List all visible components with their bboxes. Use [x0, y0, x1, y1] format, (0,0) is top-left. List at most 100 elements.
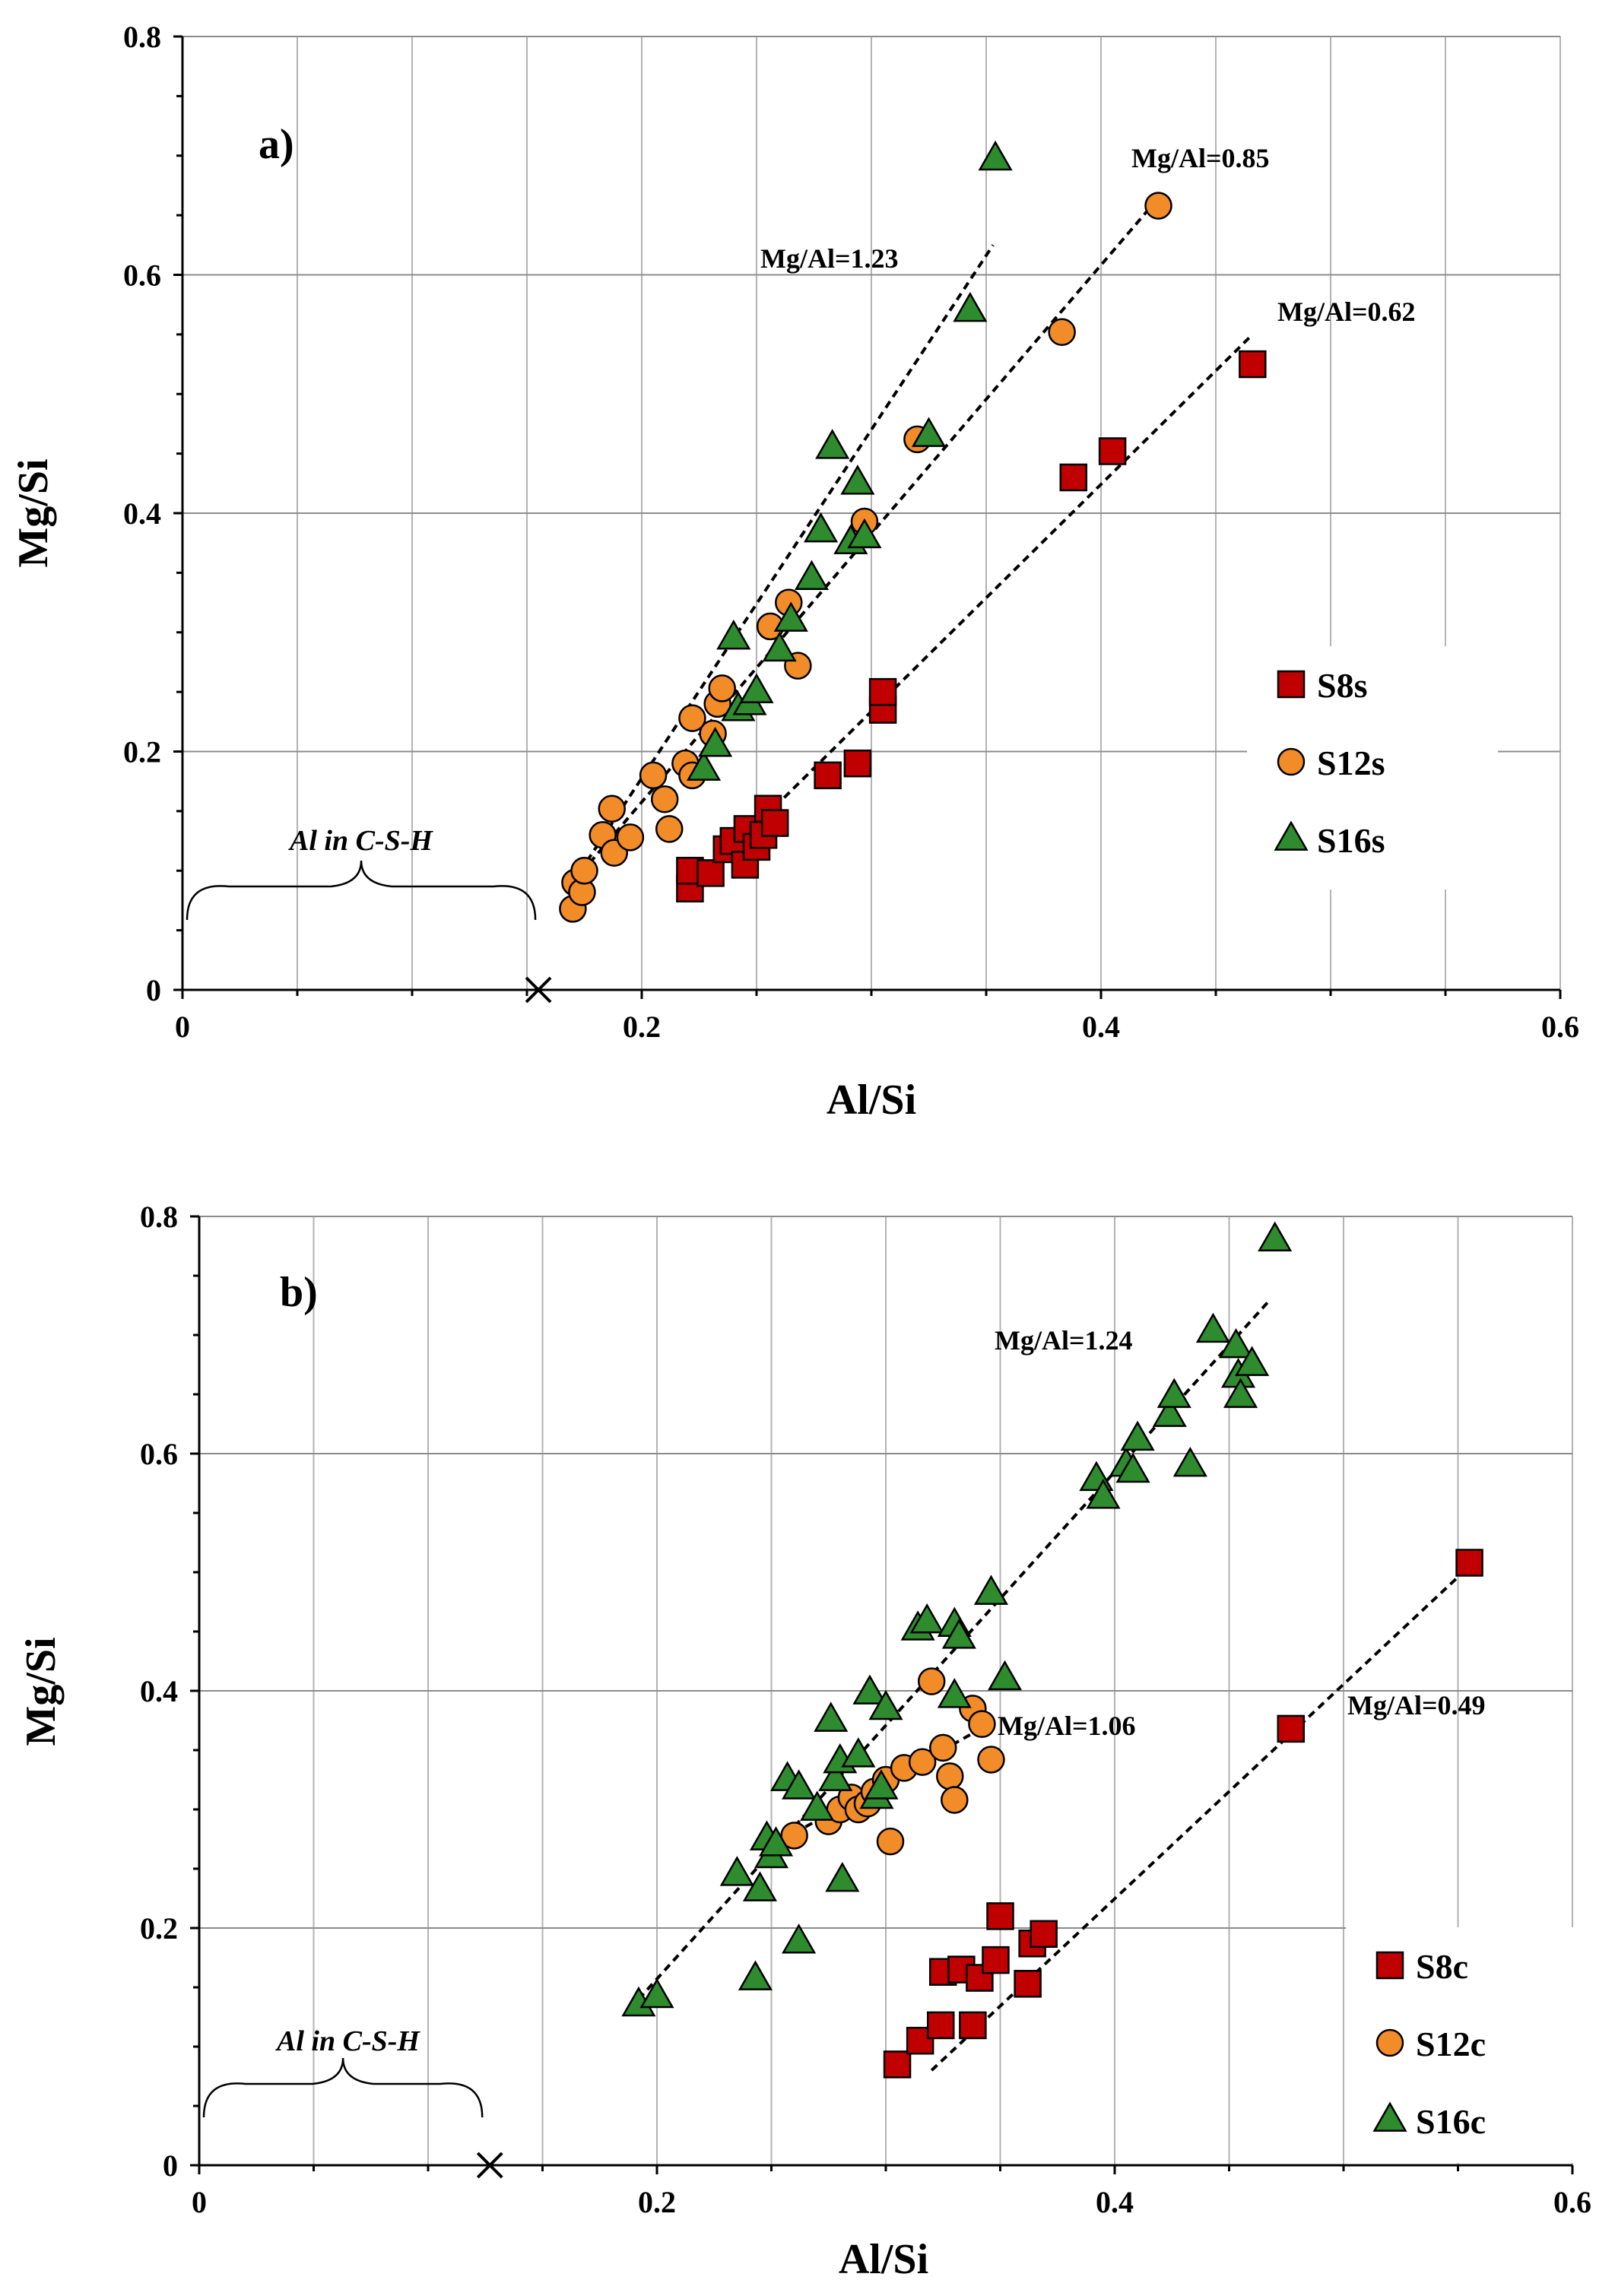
x-tick-label: 0.2 [638, 2185, 676, 2219]
data-point-S12s [639, 761, 668, 790]
x-axis-label: Al/Si [839, 2236, 928, 2283]
legend-swatch-S12c [1375, 2028, 1404, 2057]
y-tick-label: 0.2 [123, 735, 161, 769]
trendline-ratio-label: Mg/Al=1.23 [760, 243, 899, 274]
legend-swatch-S8s [1277, 670, 1306, 699]
legend-swatch-S16s [1274, 820, 1309, 851]
data-point-S12c [780, 1822, 808, 1850]
data-point-S16c [937, 1678, 972, 1708]
y-tick-label: 0.4 [140, 1674, 178, 1708]
x-tick-label: 0.4 [1096, 2185, 1134, 2219]
trendline-ratio-label: Mg/Al=1.06 [998, 1711, 1136, 1741]
data-point-S16s [815, 429, 850, 459]
data-point-S16c [909, 1603, 944, 1634]
data-point-S8s [814, 761, 842, 790]
data-point-S16s [840, 465, 875, 495]
y-axis-label: Mg/Si [17, 1637, 65, 1746]
data-point-S8c [1030, 1920, 1058, 1949]
x-axis-label: Al/Si [827, 1077, 916, 1124]
data-point-S16s [773, 601, 808, 632]
data-point-S16c [800, 1790, 835, 1821]
chart-panel-b: 0 0.2 0.4 0.6 0.8 0 0.2 0.4 0.6 Al/Si Mg/Si b) Mg/Al… [17, 1200, 1591, 2283]
data-point-S12c [929, 1733, 957, 1762]
data-point-S8s [868, 677, 897, 706]
legend-label: S8c [1416, 1947, 1468, 1986]
data-point-S16c [868, 1689, 903, 1720]
data-point-S16c [841, 1737, 876, 1768]
data-point-S12c [968, 1710, 996, 1738]
data-point-S16c [1195, 1312, 1230, 1343]
data-point-S8s [696, 859, 725, 887]
data-point-S12s [678, 704, 706, 732]
legend-swatch-S16c [1372, 2101, 1407, 2132]
al-in-csh-label: Al in C-S-H [275, 2025, 420, 2057]
data-point-S8s [843, 749, 872, 778]
data-point-S16c [852, 1674, 887, 1705]
trendline [571, 244, 995, 884]
data-point-S8c [986, 1902, 1014, 1930]
data-point-S12s [655, 815, 684, 843]
data-point-S12s [1048, 318, 1076, 346]
panel-label: a) [259, 121, 294, 168]
data-point-S16s [804, 512, 839, 543]
y-tick-label: 0.6 [140, 1437, 178, 1471]
data-point-S16c [1235, 1346, 1270, 1376]
data-point-S16s [953, 291, 988, 322]
series-S16s [686, 140, 1013, 781]
x-tick-label: 0.6 [1553, 2185, 1591, 2219]
data-point-S12c [917, 1667, 946, 1695]
data-point-S12s [570, 857, 598, 885]
legend-swatch-S8c [1375, 1951, 1404, 1980]
data-point-S16s [686, 750, 722, 781]
panel-label: b) [280, 1269, 318, 1316]
data-point-S16c [1115, 1452, 1150, 1483]
legend-swatch-S12s [1277, 747, 1306, 776]
x-tick-label: 0 [175, 1010, 190, 1044]
data-point-S12s [1144, 192, 1172, 220]
legend-label: S12s [1317, 744, 1385, 782]
trendline-ratio-label: Mg/Al=0.49 [1347, 1690, 1486, 1720]
data-point-S16s [911, 417, 947, 447]
data-point-S12s [616, 823, 645, 851]
data-point-S12s [598, 794, 626, 823]
data-point-S8c [1277, 1714, 1306, 1743]
series-S16c [621, 1221, 1293, 2017]
data-point-S16c [639, 1977, 674, 2009]
data-point-S16c [742, 1871, 778, 1901]
data-point-S16c [818, 1761, 853, 1791]
data-point-S16c [1218, 1327, 1254, 1359]
data-point-S16c [758, 1826, 794, 1857]
data-point-S8c [1014, 1970, 1042, 1998]
data-point-S8c [883, 2050, 912, 2079]
y-tick-label: 0.6 [123, 258, 161, 293]
x-tick-label: 0 [192, 2185, 207, 2219]
data-point-S12c [876, 1827, 905, 1856]
cross-marker [476, 2152, 503, 2179]
x-tick-label: 0.6 [1541, 1010, 1579, 1044]
legend-label: S16s [1317, 821, 1385, 860]
data-point-S16c [1120, 1420, 1155, 1451]
data-point-S16s [762, 631, 797, 662]
y-tick-label: 0 [146, 973, 161, 1007]
data-point-S16c [738, 1960, 773, 1990]
data-point-S8s [1239, 350, 1267, 379]
data-point-S12s [708, 674, 736, 702]
y-tick-label: 0.8 [123, 20, 161, 54]
data-point-S16s [978, 140, 1013, 171]
series-S8s [676, 350, 1267, 903]
trendline-ratio-label: Mg/Al=0.85 [1131, 143, 1270, 173]
trendline-ratio-label: Mg/Al=0.62 [1277, 297, 1416, 327]
data-point-S16c [987, 1660, 1023, 1691]
al-in-csh-label: Al in C-S-H [288, 825, 433, 857]
data-point-S16c [1258, 1221, 1293, 1252]
data-point-S16c [782, 1769, 817, 1800]
data-point-S16c [1157, 1378, 1191, 1408]
data-point-S16c [941, 1619, 976, 1649]
data-point-S16c [1223, 1378, 1258, 1408]
y-tick-label: 0.8 [140, 1200, 178, 1234]
legend-label: S12c [1416, 2025, 1486, 2063]
data-point-S8s [760, 809, 789, 837]
data-point-S16c [814, 1701, 849, 1732]
al-in-csh-brace [202, 2057, 484, 2118]
data-point-S12s [650, 785, 679, 813]
